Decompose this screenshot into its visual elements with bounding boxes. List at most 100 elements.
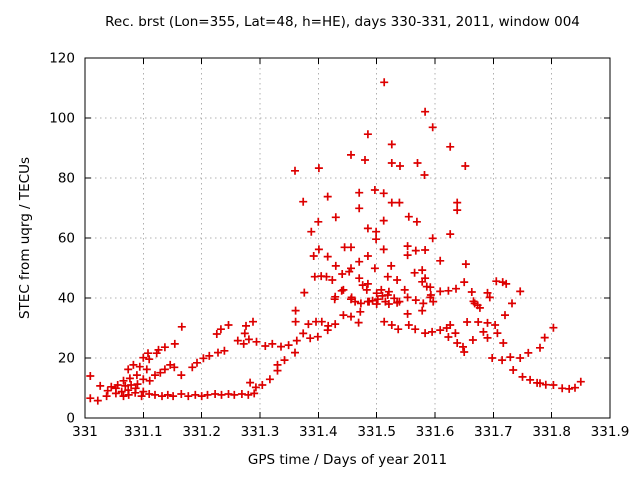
data-point [536,343,544,352]
data-point [410,268,419,277]
data-point [224,390,233,398]
data-point [493,329,502,338]
data-point [419,299,428,308]
data-point [459,342,467,351]
data-point [160,343,169,352]
data-point [446,230,455,239]
data-point [373,295,382,304]
data-point [421,329,430,338]
y-tick-label: 80 [58,171,75,187]
data-point [314,217,323,226]
y-tick-label: 20 [58,351,75,367]
data-point [363,224,372,233]
data-point [191,390,200,399]
data-point [387,159,396,167]
data-point [378,291,387,300]
data-point [240,329,249,338]
x-axis-label: GPS time / Days of year 2011 [247,452,448,468]
data-point [177,390,186,398]
data-point [421,274,430,283]
data-point [323,252,332,261]
data-point [526,375,535,384]
data-point [317,317,326,326]
data-point [444,286,453,295]
data-point [86,372,95,380]
data-point [436,256,445,265]
data-point [506,353,515,362]
data-point [193,358,201,367]
data-point [188,363,197,372]
data-point [354,318,363,327]
chart-title: Rec. brst (Lon=355, Lat=48, h=HE), days … [105,14,580,30]
data-point [468,336,477,344]
y-tick-label: 0 [66,411,75,427]
data-point [331,261,340,270]
data-point [463,318,472,326]
data-point [393,276,402,284]
data-point [197,392,206,401]
data-point [331,213,340,222]
data-point [379,189,388,198]
data-point [125,374,134,383]
data-point [395,297,404,306]
data-point [117,387,126,396]
data-point [508,299,516,308]
data-point [502,279,511,288]
data-point [103,386,112,395]
data-point [160,365,169,374]
axes-layer [84,57,611,419]
data-point [102,392,111,401]
data-point [324,321,333,330]
data-point [363,252,372,260]
data-point [205,351,214,360]
data-point [429,297,438,306]
data-point [492,277,501,286]
data-point [403,242,412,251]
data-point [418,266,427,275]
data-point [372,235,381,244]
data-point [379,245,388,254]
x-tick-label: 331.7 [474,424,513,440]
data-point [177,371,186,380]
data-point [418,306,427,315]
x-tick-label: 331.4 [299,424,338,440]
data-point [428,123,437,132]
data-point [451,329,460,338]
data-point [246,378,255,387]
data-point [314,164,323,173]
data-point [211,390,220,398]
data-point [400,285,409,294]
data-point [413,159,422,167]
data-point [475,303,484,312]
data-point [331,320,340,329]
data-point [151,390,159,399]
data-point [509,366,518,374]
data-point [488,354,497,362]
data-point [237,390,246,398]
data-point [139,387,148,396]
data-point [135,362,144,371]
data-point [93,396,102,405]
y-tick-label: 120 [49,51,75,67]
data-point [169,392,178,401]
data-point [177,322,186,331]
data-point [133,380,142,389]
data-point [549,381,558,389]
data-point [137,392,146,401]
data-point [426,291,435,299]
data-point [436,326,445,335]
data-point [426,283,435,292]
y-tick-label: 40 [58,291,75,307]
data-point [220,346,229,355]
data-point [337,286,346,295]
data-point [498,356,507,365]
data-point [291,166,299,175]
data-point [421,246,430,254]
data-point [242,321,250,330]
data-point [244,335,253,344]
data-point [363,130,372,139]
data-point [158,392,166,401]
x-tick-label: 331.9 [591,424,630,440]
data-point [339,311,348,320]
data-point [217,390,226,399]
